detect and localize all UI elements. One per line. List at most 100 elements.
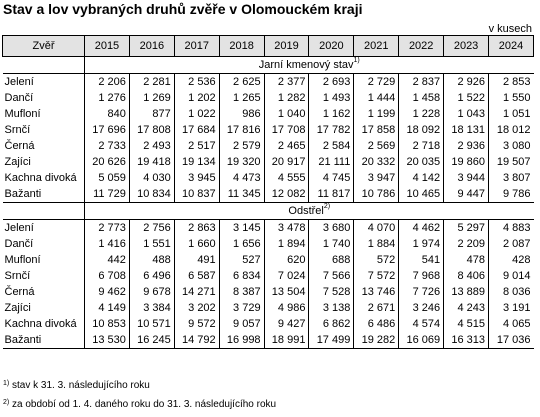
table-cell: 19 418	[128, 154, 175, 170]
table-cell: 7 726	[398, 284, 444, 300]
table-cell: 1 162	[308, 106, 354, 122]
table-cell: 1 522	[443, 90, 489, 106]
table-cell: 2 936	[443, 138, 489, 154]
table-cell: 1 228	[398, 106, 444, 122]
table-cell: 1 894	[263, 236, 309, 252]
table-cell: 428	[488, 252, 534, 268]
table-cell: 17 036	[488, 332, 534, 349]
table-row: Srnčí 17 696 17 808 17 684 17 816 17 708 17 78…	[3, 122, 534, 138]
table-cell: 16 998	[218, 332, 265, 349]
table-row: Černá 9 462 9 678 14 271 8 387 13 504 7 528 13 …	[3, 284, 534, 300]
table-row: Zajíci 4 149 3 384 3 202 3 729 4 986 3 138 2 67…	[3, 300, 534, 316]
row-label: Jelení	[4, 76, 34, 88]
table-cell: 17 708	[263, 122, 309, 138]
table-cell: 11 817	[308, 186, 354, 203]
table-cell: 1 416	[84, 236, 130, 252]
table-cell: 10 786	[353, 186, 399, 203]
table-cell: 9 678	[128, 284, 175, 300]
section-label: Odstřel	[288, 205, 324, 217]
row-label: Černá	[4, 140, 35, 152]
table-cell: 4 574	[398, 316, 444, 332]
table-cell: 3 202	[173, 300, 220, 316]
section-header-blank	[2, 56, 85, 74]
table-cell: 17 696	[84, 122, 130, 138]
table-cell: 17 816	[218, 122, 265, 138]
table-cell: 20 917	[263, 154, 309, 170]
row-label: Srnčí	[4, 124, 31, 136]
table-cell: 1 660	[173, 236, 220, 252]
table-cell: 2 493	[128, 138, 175, 154]
table-cell: 2 837	[398, 73, 444, 90]
table-cell: 478	[443, 252, 489, 268]
table-cell: 1 974	[398, 236, 444, 252]
table-cell: 1 493	[308, 90, 354, 106]
table-cell: 7 024	[263, 268, 309, 284]
header-year: 2018	[218, 35, 265, 57]
table-cell: 3 080	[488, 138, 534, 154]
table-cell: 9 014	[488, 268, 534, 284]
table-cell: 14 271	[173, 284, 220, 300]
table-cell: 8 036	[488, 284, 534, 300]
table-cell: 17 782	[308, 122, 354, 138]
table-cell: 620	[263, 252, 309, 268]
table-cell: 19 134	[173, 154, 220, 170]
table-cell: 3 945	[173, 170, 220, 186]
table-cell: 2 087	[488, 236, 534, 252]
footnote-2: 2) za období od 1. 4. daného roku do 31.…	[3, 399, 276, 410]
table-cell: 20 626	[84, 154, 130, 170]
table-cell: 2 536	[173, 73, 220, 90]
table-cell: 2 863	[173, 219, 220, 236]
footnote-text: za období od 1. 4. daného roku do 31. 3.…	[12, 399, 277, 410]
row-label: Jelení	[4, 222, 34, 234]
table-row: Dančí 1 276 1 269 1 202 1 265 1 282 1 493 1 444…	[3, 90, 534, 106]
table-cell: 1 269	[128, 90, 175, 106]
table-cell: 6 834	[218, 268, 265, 284]
table-cell: 3 944	[443, 170, 489, 186]
table-cell: 16 313	[443, 332, 489, 349]
table-cell: 2 853	[488, 73, 534, 90]
table-cell: 17 684	[173, 122, 220, 138]
table-cell: 6 496	[128, 268, 175, 284]
table-cell: 2 281	[128, 73, 175, 90]
table-cell: 1 740	[308, 236, 354, 252]
table-cell: 3 138	[308, 300, 354, 316]
table-cell: 9 057	[218, 316, 265, 332]
table-cell: 1 199	[353, 106, 399, 122]
table-cell: 4 745	[308, 170, 354, 186]
table-cell: 9 572	[173, 316, 220, 332]
table-cell: 10 465	[398, 186, 444, 203]
table-cell: 20 332	[353, 154, 399, 170]
footnote-mark: 2)	[3, 399, 10, 406]
table-cell: 986	[218, 106, 265, 122]
table-cell: 5 059	[84, 170, 130, 186]
footnote-text: stav k 31. 3. následujícího roku	[12, 380, 150, 391]
table-cell: 1 551	[128, 236, 175, 252]
section-note: 2)	[323, 203, 331, 211]
table-cell: 1 202	[173, 90, 220, 106]
table-cell: 18 012	[488, 122, 534, 138]
table-cell: 4 883	[488, 219, 534, 236]
table-cell: 19 282	[353, 332, 399, 349]
table-cell: 17 808	[128, 122, 175, 138]
section-header-blank	[2, 202, 85, 220]
data-table: Zvěř 2015 2016 2017 2018 2019 2020 2021 …	[2, 35, 534, 349]
table-cell: 1 051	[488, 106, 534, 122]
row-label: Dančí	[4, 92, 34, 104]
row-label: Zajíci	[4, 302, 31, 314]
table-cell: 9 447	[443, 186, 489, 203]
table-cell: 11 345	[218, 186, 265, 203]
table-row: Kachna divoká 10 853 10 571 9 572 9 057 9 427…	[3, 316, 534, 332]
table-cell: 7 566	[308, 268, 354, 284]
table-cell: 840	[84, 106, 130, 122]
footnote-mark: 1)	[3, 380, 10, 387]
table-cell: 1 656	[218, 236, 265, 252]
section-label: Jarní kmenový stav	[258, 59, 354, 71]
table-cell: 19 507	[488, 154, 534, 170]
table-cell: 1 884	[353, 236, 399, 252]
table-cell: 3 680	[308, 219, 354, 236]
table-cell: 2 693	[308, 73, 354, 90]
table-cell: 442	[84, 252, 130, 268]
table-cell: 572	[353, 252, 399, 268]
table-cell: 6 862	[308, 316, 354, 332]
table-cell: 1 444	[353, 90, 399, 106]
